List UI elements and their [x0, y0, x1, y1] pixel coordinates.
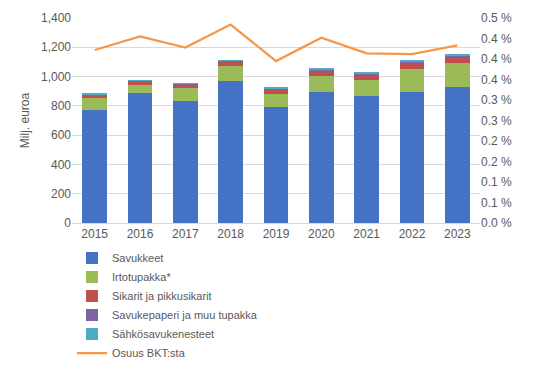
svg-text:Savukkeet: Savukkeet [112, 252, 163, 264]
svg-text:Sikarit ja pikkusikarit: Sikarit ja pikkusikarit [112, 290, 212, 302]
svg-text:Savukepaperi ja muu tupakka: Savukepaperi ja muu tupakka [112, 309, 258, 321]
svg-text:1,400: 1,400 [41, 11, 71, 25]
svg-text:Osuus BKT:sta: Osuus BKT:sta [112, 347, 186, 359]
svg-text:0.4 %: 0.4 % [481, 52, 512, 66]
svg-text:2021: 2021 [353, 227, 380, 241]
svg-text:600: 600 [51, 128, 71, 142]
svg-text:400: 400 [51, 158, 71, 172]
svg-text:800: 800 [51, 99, 71, 113]
svg-text:0.3 %: 0.3 % [481, 93, 512, 107]
svg-text:0.3 %: 0.3 % [481, 114, 512, 128]
svg-text:0.4 %: 0.4 % [481, 32, 512, 46]
svg-text:Sähkösavukenesteet: Sähkösavukenesteet [112, 328, 214, 340]
svg-text:1,000: 1,000 [41, 70, 71, 84]
svg-text:0.2 %: 0.2 % [481, 155, 512, 169]
svg-text:0.1 %: 0.1 % [481, 196, 512, 210]
svg-text:0.0 %: 0.0 % [481, 216, 512, 230]
svg-text:2022: 2022 [399, 227, 426, 241]
svg-text:2016: 2016 [127, 227, 154, 241]
svg-text:0.4 %: 0.4 % [481, 73, 512, 87]
svg-text:2015: 2015 [81, 227, 108, 241]
svg-text:0.1 %: 0.1 % [481, 175, 512, 189]
svg-text:1,200: 1,200 [41, 40, 71, 54]
svg-text:2023: 2023 [444, 227, 471, 241]
svg-text:200: 200 [51, 187, 71, 201]
svg-text:Irtotupakka*: Irtotupakka* [112, 271, 171, 283]
svg-text:2019: 2019 [263, 227, 290, 241]
svg-text:Milj. euroa: Milj. euroa [18, 93, 32, 149]
svg-text:2018: 2018 [217, 227, 244, 241]
svg-text:2017: 2017 [172, 227, 199, 241]
svg-text:2020: 2020 [308, 227, 335, 241]
svg-text:0.2 %: 0.2 % [481, 134, 512, 148]
svg-text:0.5 %: 0.5 % [481, 11, 512, 25]
svg-text:0: 0 [64, 216, 71, 230]
